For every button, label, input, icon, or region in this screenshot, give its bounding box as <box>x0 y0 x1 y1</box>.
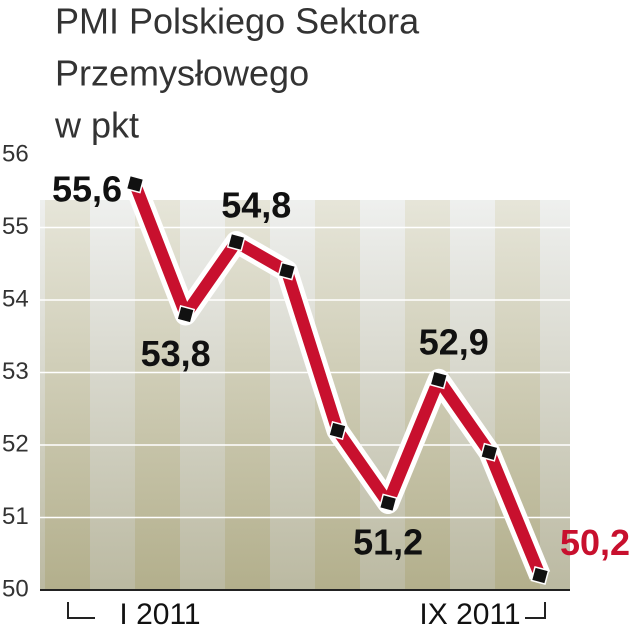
point-marker <box>176 305 196 324</box>
data-label: 51,2 <box>353 522 423 563</box>
point-marker <box>429 370 449 390</box>
point-marker <box>328 421 347 440</box>
data-label: 53,8 <box>141 333 211 374</box>
chart-title: PMI Polskiego Sektora <box>55 1 420 42</box>
data-label: 55,6 <box>52 169 122 210</box>
point-marker <box>125 174 145 194</box>
point-marker <box>530 566 550 585</box>
x-tick-label: IX 2011 <box>419 598 520 631</box>
x-tick-bracket <box>67 602 95 619</box>
plot-background <box>40 200 570 590</box>
y-tick-label: 51 <box>2 503 29 530</box>
point-marker <box>378 493 398 513</box>
data-label: 50,2 <box>560 522 630 563</box>
data-label: 52,9 <box>419 321 489 362</box>
x-tick-bracket <box>525 602 546 619</box>
data-label: 54,8 <box>221 185 291 226</box>
y-tick-label: 55 <box>2 213 29 240</box>
y-tick-label: 56 <box>2 140 29 167</box>
point-marker <box>277 261 297 281</box>
point-marker <box>479 442 499 462</box>
y-tick-label: 53 <box>2 358 29 385</box>
y-tick-label: 52 <box>2 430 29 457</box>
y-tick-label: 54 <box>2 285 29 312</box>
point-marker <box>226 232 246 252</box>
x-tick-label: I 2011 <box>119 598 200 631</box>
chart-title: Przemysłowego <box>55 53 309 94</box>
chart-subtitle: w pkt <box>54 105 139 146</box>
y-tick-label: 50 <box>2 575 29 602</box>
